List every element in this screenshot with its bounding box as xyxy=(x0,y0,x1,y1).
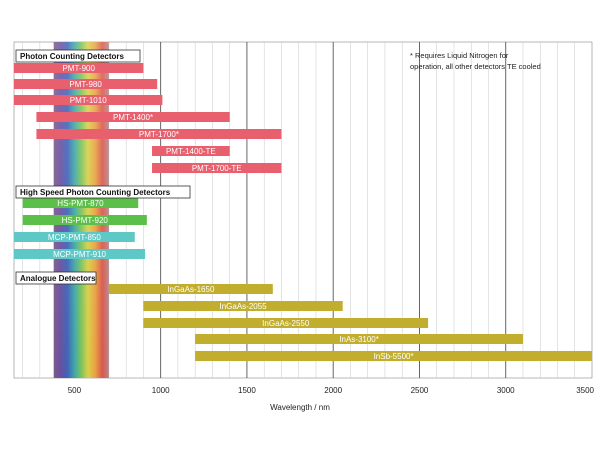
x-tick-label: 1000 xyxy=(152,386,170,395)
x-tick-label: 3500 xyxy=(576,386,594,395)
group-title: High Speed Photon Counting Detectors xyxy=(15,185,191,199)
detector-bar: PMT-1700* xyxy=(36,129,282,139)
group-title-text: High Speed Photon Counting Detectors xyxy=(20,188,171,197)
detector-bar-label: HS-PMT-920 xyxy=(62,216,109,225)
detector-bar: HS-PMT-920 xyxy=(22,215,147,225)
detector-bar-rect xyxy=(152,146,230,156)
detector-bar-label: InAs-3100* xyxy=(339,335,379,344)
detector-bar-label: PMT-1700-TE xyxy=(192,164,242,173)
detector-bar: PMT-1400* xyxy=(36,112,230,122)
x-tick-label: 2000 xyxy=(324,386,342,395)
detector-bar-rect xyxy=(22,215,147,225)
detector-bar-label: PMT-900 xyxy=(62,64,95,73)
detector-bar-label: PMT-980 xyxy=(69,80,102,89)
detector-bar: PMT-1010 xyxy=(14,95,163,105)
group-title-box xyxy=(15,49,141,63)
detector-bar-rect xyxy=(143,318,429,328)
detector-bar-rect xyxy=(14,95,163,105)
detector-bar: PMT-1400-TE xyxy=(152,146,230,156)
detector-bar: PMT-900 xyxy=(14,63,144,73)
detector-bar: InGaAs-1650 xyxy=(108,284,273,294)
group-titles: Photon Counting Detectors High Speed Phot… xyxy=(15,49,191,285)
detector-bar-label: InSb-5500* xyxy=(374,352,414,361)
x-axis-label: Wavelength / nm xyxy=(270,403,330,412)
detector-bar-label: InGaAs-1650 xyxy=(167,285,215,294)
x-axis-ticks: 500 1000 1500 2000 2500 3000 3500 xyxy=(68,386,595,395)
detector-bar: InGaAs-2550 xyxy=(143,318,429,328)
detector-bars: PMT-900 PMT-980 PMT-1010 PMT-1400* PMT-1700*… xyxy=(14,63,592,361)
group-title-box xyxy=(15,271,97,285)
detector-bar-label: InGaAs-2550 xyxy=(262,319,310,328)
detector-bar-label: MCP-PMT-850 xyxy=(48,233,101,242)
group-title-text: Photon Counting Detectors xyxy=(20,52,125,61)
detector-bar-rect xyxy=(36,112,230,122)
detector-bar-rect xyxy=(14,249,146,259)
detector-bar-label: PMT-1400* xyxy=(113,113,153,122)
detector-bar: InAs-3100* xyxy=(195,334,523,344)
detector-bar: InGaAs-2055 xyxy=(143,301,343,311)
detector-bar: HS-PMT-870 xyxy=(22,198,139,208)
x-tick-label: 500 xyxy=(68,386,82,395)
detector-bar: InSb-5500* xyxy=(195,351,592,361)
detector-bar-rect xyxy=(36,129,282,139)
x-tick-label: 3000 xyxy=(497,386,515,395)
detector-bar: MCP-PMT-910 xyxy=(14,249,146,259)
detector-bar-rect xyxy=(14,232,135,242)
detector-bar: PMT-980 xyxy=(14,79,158,89)
detector-bar-label: MCP-PMT-910 xyxy=(53,250,106,259)
detector-bar-rect xyxy=(22,198,139,208)
group-title: Analogue Detectors xyxy=(15,271,97,285)
spectrum-highlight xyxy=(53,42,109,378)
detector-bar-label: InGaAs-2055 xyxy=(219,302,267,311)
detector-bar-label: PMT-1010 xyxy=(70,96,107,105)
group-title: Photon Counting Detectors xyxy=(15,49,141,63)
visible-spectrum-band xyxy=(53,42,109,378)
detector-bar: PMT-1700-TE xyxy=(152,163,282,173)
detector-bar-label: PMT-1400-TE xyxy=(166,147,216,156)
detector-bar: MCP-PMT-850 xyxy=(14,232,135,242)
detector-bar-label: PMT-1700* xyxy=(139,130,179,139)
group-title-text: Analogue Detectors xyxy=(20,274,96,283)
note-line-2: operation, all other detectors TE cooled xyxy=(410,62,541,71)
x-tick-label: 1500 xyxy=(238,386,256,395)
detector-bar-rect xyxy=(14,79,158,89)
note-line-1: * Requires Liquid Nitrogen for xyxy=(410,51,509,60)
detector-bar-rect xyxy=(143,301,343,311)
detector-bar-label: HS-PMT-870 xyxy=(57,199,104,208)
detector-bar-rect xyxy=(195,351,592,361)
detector-bar-rect xyxy=(14,63,144,73)
x-tick-label: 2500 xyxy=(411,386,429,395)
group-title-box xyxy=(15,185,191,199)
detector-bar-rect xyxy=(108,284,273,294)
detector-bar-rect xyxy=(152,163,282,173)
detector-bar-rect xyxy=(195,334,523,344)
